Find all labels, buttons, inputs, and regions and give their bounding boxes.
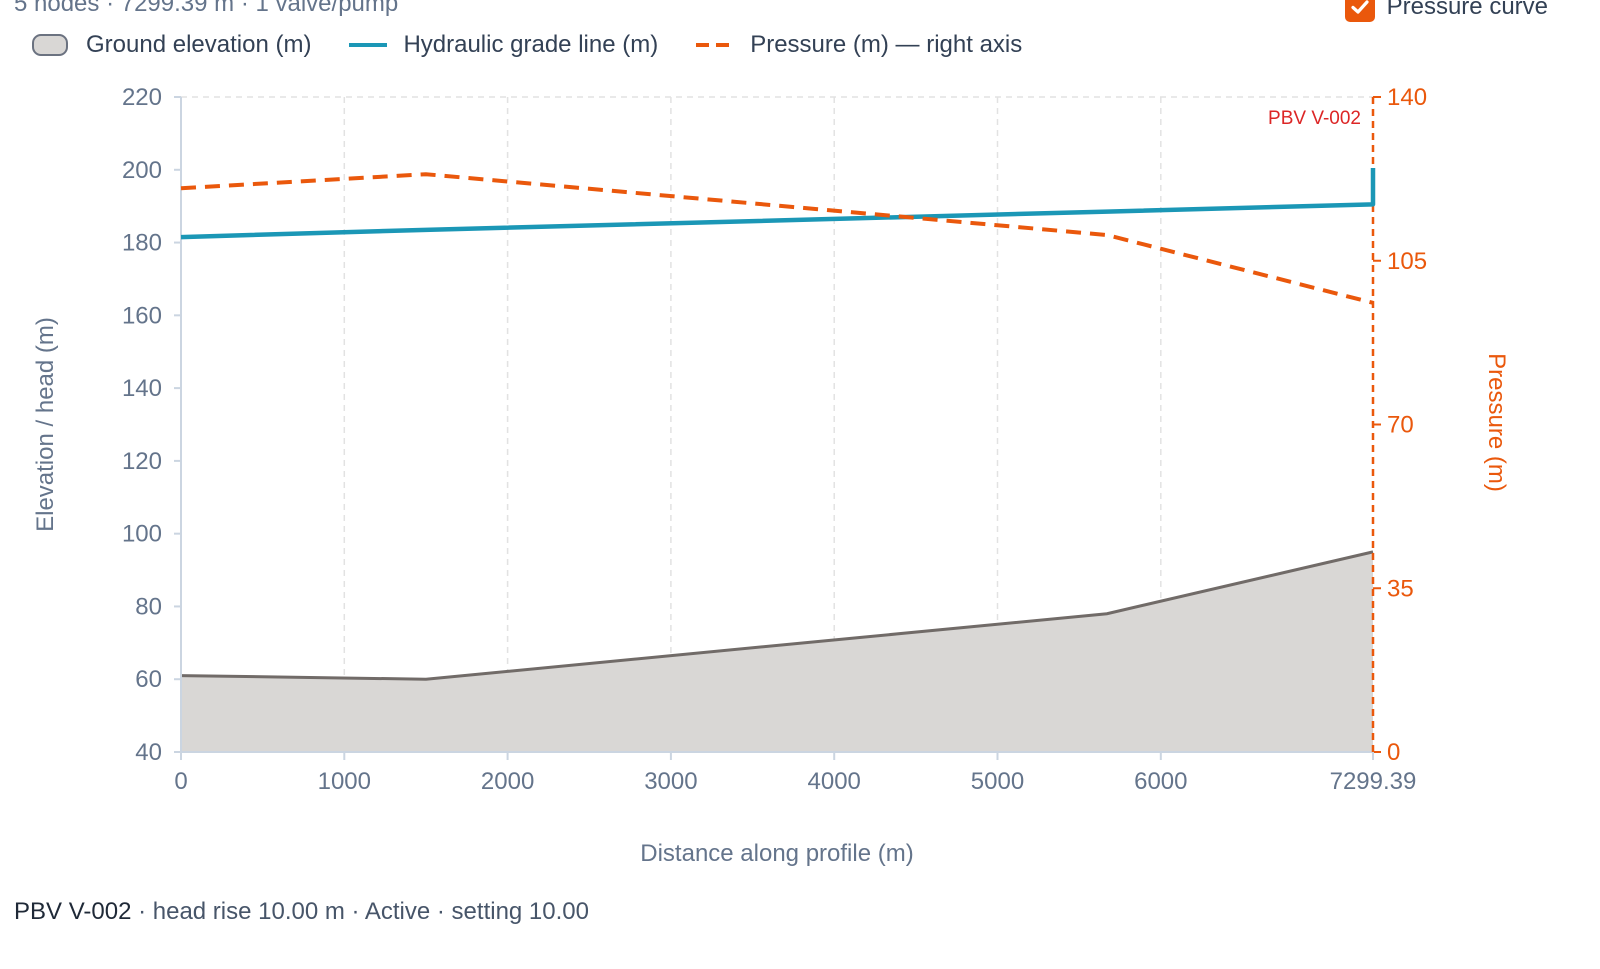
- y-right-tick-label: 105: [1387, 248, 1427, 275]
- hydraulic-grade-line: [180, 167, 1376, 240]
- profile-summary: 5 nodes · 7299.39 m · 1 valve/pump: [14, 0, 399, 17]
- x-tick-label: 0: [174, 768, 187, 795]
- y-left-tick-label: 120: [122, 448, 162, 475]
- legend-item-hgl[interactable]: Hydraulic grade line (m): [349, 31, 658, 59]
- valve-details: · head rise 10.00 m · Active · setting 1…: [131, 898, 589, 925]
- x-tick-label: 1000: [318, 768, 371, 795]
- legend-item-ground[interactable]: Ground elevation (m): [32, 31, 311, 59]
- y-right-tick-label: 70: [1387, 412, 1414, 439]
- legend-label-ground: Ground elevation (m): [86, 31, 312, 58]
- y-left-tick-label: 200: [122, 157, 162, 184]
- x-tick-label: 3000: [644, 768, 697, 795]
- y-left-axis-title: Elevation / head (m): [32, 317, 59, 532]
- y-left-tick-label: 100: [122, 521, 162, 548]
- valve-annotation-label: PBV V-002: [1268, 108, 1361, 129]
- checkmark-icon: [1351, 0, 1369, 14]
- x-axis-title: Distance along profile (m): [640, 840, 913, 867]
- valve-name: PBV V-002: [14, 898, 132, 925]
- legend-label-hgl: Hydraulic grade line (m): [403, 31, 659, 58]
- y-right-tick-label: 0: [1387, 739, 1400, 766]
- ground-area-swatch: [32, 34, 68, 56]
- profile-chart: 40 60 80 100 120 140 160 180 200 220 0 35 70 105 140 0 1…: [32, 84, 1510, 867]
- y-left-tick-label: 220: [122, 84, 162, 111]
- chart-legend: Ground elevation (m) Hydraulic grade lin…: [32, 31, 1060, 59]
- x-tick-label: 7299.39: [1330, 768, 1417, 795]
- y-left-tick-label: 40: [135, 739, 162, 766]
- pressure-dash-swatch: [696, 43, 737, 47]
- ground-elevation-line: [180, 550, 1374, 681]
- y-left-tick-label: 160: [122, 302, 162, 329]
- pressure-line: [180, 172, 1374, 305]
- hgl-line-swatch: [349, 43, 388, 47]
- x-tick-label: 4000: [808, 768, 861, 795]
- valve-status-line: PBV V-002 · head rise 10.00 m · Active ·…: [14, 898, 589, 926]
- legend-label-pressure: Pressure (m) — right axis: [750, 31, 1023, 58]
- y-left-tick-label: 140: [122, 375, 162, 402]
- pressure-curve-toggle[interactable]: Pressure curve: [1344, 0, 1548, 22]
- y-right-axis-title: Pressure (m): [1483, 353, 1510, 492]
- y-right-tick-label: 140: [1387, 84, 1427, 111]
- x-tick-label: 2000: [481, 768, 534, 795]
- y-left-tick-label: 180: [122, 230, 162, 257]
- x-tick-label: 5000: [971, 768, 1024, 795]
- y-left-tick-label: 80: [135, 593, 162, 620]
- y-right-tick-label: 35: [1387, 575, 1414, 602]
- y-left-tick-label: 60: [135, 666, 162, 693]
- x-tick-label: 6000: [1134, 768, 1187, 795]
- pressure-curve-label: Pressure curve: [1386, 0, 1548, 20]
- legend-item-pressure[interactable]: Pressure (m) — right axis: [696, 31, 1022, 59]
- ground-elevation-area: [181, 551, 1373, 752]
- checkbox-checked[interactable]: [1344, 0, 1375, 22]
